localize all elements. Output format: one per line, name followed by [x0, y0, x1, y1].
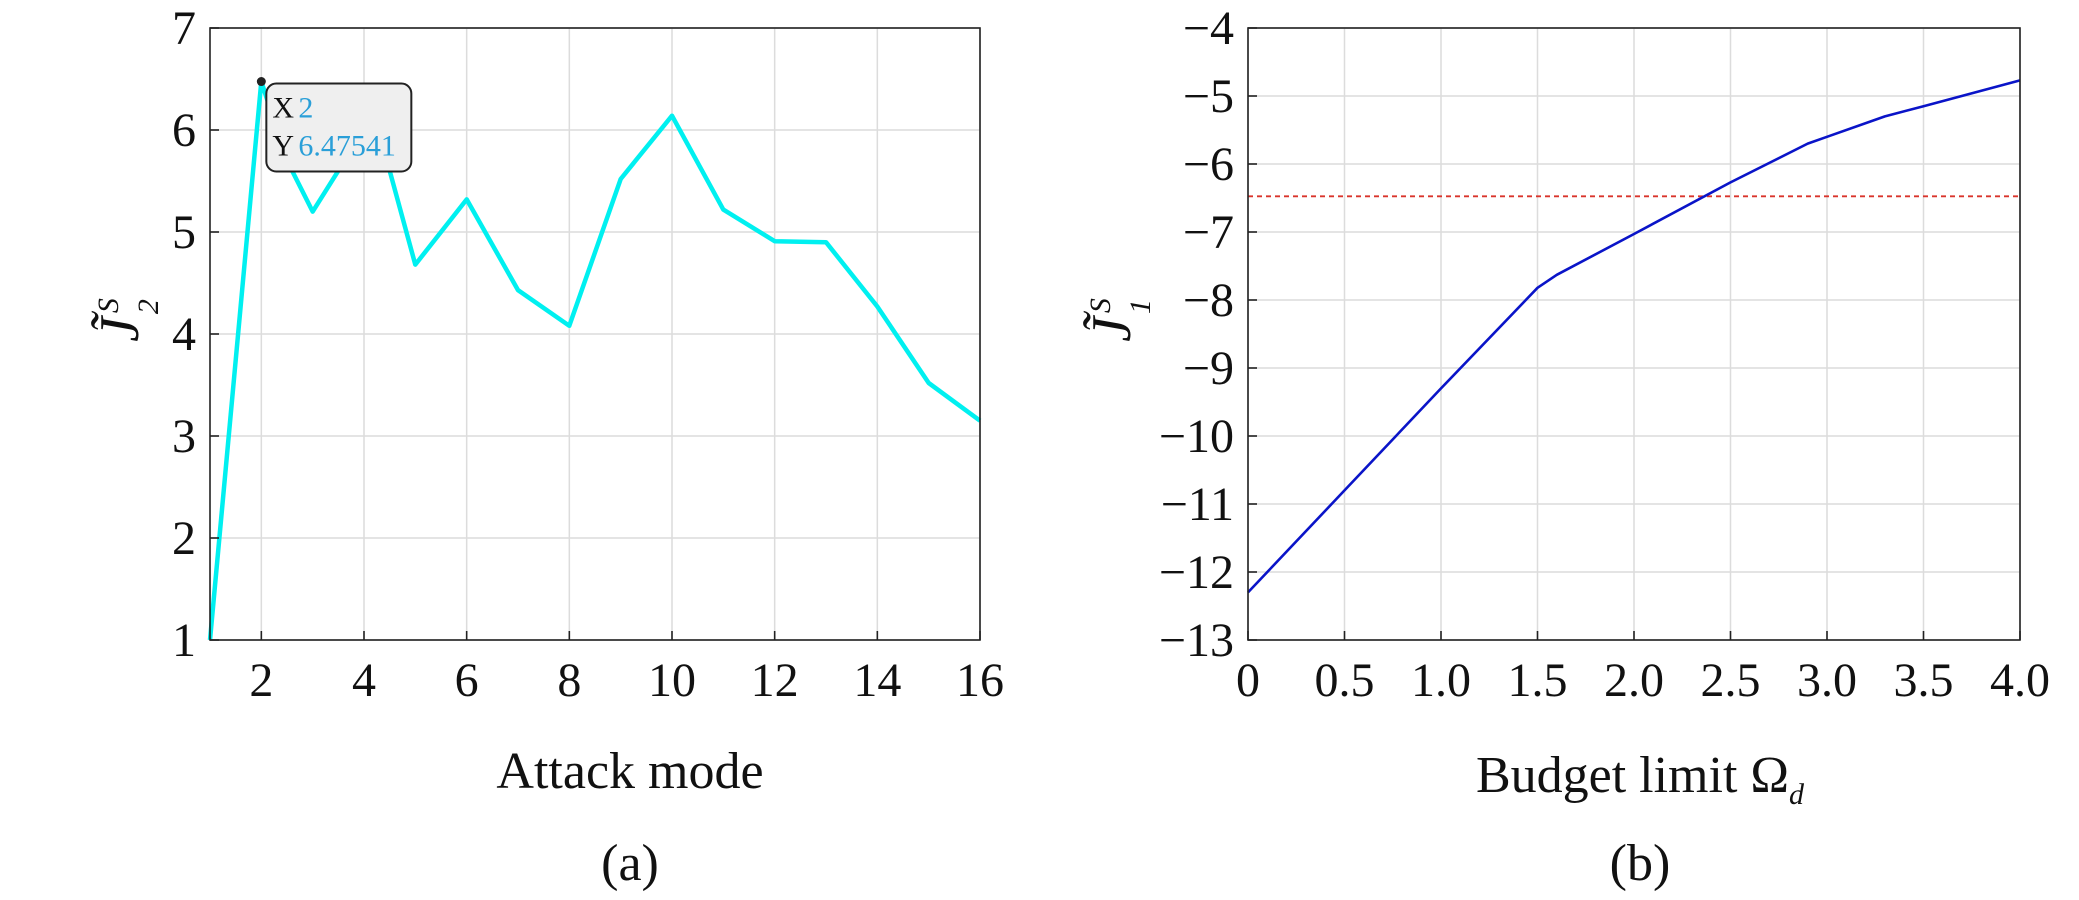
chart-a-xtick-label: 12 [751, 654, 799, 707]
chart-b-xtick-label: 4.0 [1990, 654, 2050, 707]
chart-b-ytick-label: −9 [1183, 342, 1234, 395]
chart-b-y-superscript: S [1084, 298, 1117, 313]
chart-a-xtick-label: 6 [455, 654, 479, 707]
chart-b-ytick-label: −8 [1183, 274, 1234, 327]
chart-a-series-line [207, 79, 982, 641]
chart-b-xtick-label: 2.5 [1701, 654, 1761, 707]
chart-b-xtick-label: 0.5 [1315, 654, 1375, 707]
datatip-y-label: Y [272, 130, 294, 163]
chart-b-ytick-label: −6 [1183, 138, 1234, 191]
chart-a-xtick-label: 4 [352, 654, 376, 707]
chart-b-xtick-label: 1.0 [1411, 654, 1471, 707]
datatip-marker [256, 77, 266, 87]
datatip-x-label: X [272, 92, 294, 125]
chart-b-ytick-label: −4 [1183, 2, 1234, 55]
chart-a-ytick-label: 3 [172, 410, 196, 463]
chart-b-y-subscript: 1 [1124, 299, 1157, 314]
chart-b-ytick-label: −5 [1183, 70, 1234, 123]
chart-b-ticks: 0 0.5 1.0 1.5 2.0 2.5 3.0 3.5 4.0 −13 −12 −11 −10 −9 −… [1159, 2, 2050, 707]
datatip-x-value: 2 [298, 92, 313, 125]
chart-b-ytick-label: −12 [1159, 546, 1234, 599]
chart-a-ytick-label: 5 [172, 206, 196, 259]
chart-a-ytick-label: 7 [172, 2, 196, 55]
chart-a-ytick-label: 6 [172, 104, 196, 157]
chart-b-x-label-text: Budget limit Ω [1476, 747, 1789, 804]
chart-b: 0 0.5 1.0 1.5 2.0 2.5 3.0 3.5 4.0 −13 −12 −11 −10 −9 −… [1081, 2, 2050, 892]
datatip-y-value: 6.47541 [298, 130, 396, 163]
chart-b-xtick-label: 2.0 [1604, 654, 1664, 707]
chart-b-caption: (b) [1610, 835, 1671, 892]
datatip-box [265, 82, 413, 173]
chart-a-xtick-label: 8 [557, 654, 581, 707]
chart-b-ytick-label: −10 [1159, 410, 1234, 463]
chart-a-ytick-label: 2 [172, 512, 196, 565]
chart-a-xtick-label: 16 [956, 654, 1004, 707]
chart-b-xtick-label: 3.0 [1797, 654, 1857, 707]
chart-a-y-axis-label: J̃S 2 [89, 298, 165, 342]
chart-b-ytick-label: −7 [1183, 206, 1234, 259]
chart-a-y-superscript: S [92, 298, 125, 313]
chart-b-ytick-label: −13 [1159, 614, 1234, 667]
chart-b-ytick-label: −11 [1161, 478, 1234, 531]
chart-b-x-label-subscript: d [1789, 778, 1805, 811]
chart-a-x-axis-label: Attack mode [496, 743, 763, 800]
chart-a-y-subscript: 2 [132, 299, 165, 314]
chart-b-xtick-label: 1.5 [1508, 654, 1568, 707]
chart-a-xtick-label: 14 [853, 654, 901, 707]
chart-b-xtick-label: 0 [1236, 654, 1260, 707]
chart-b-y-axis-label: J̃S 1 [1081, 298, 1157, 342]
chart-a-xtick-label: 2 [249, 654, 273, 707]
chart-a-caption: (a) [601, 835, 659, 892]
chart-b-xtick-label: 3.5 [1894, 654, 1954, 707]
chart-a-ytick-label: 1 [172, 614, 196, 667]
chart-a-ytick-label: 4 [172, 308, 196, 361]
chart-b-grid [1247, 27, 2021, 641]
chart-a-datatip[interactable]: X 2 Y 6.47541 [256, 77, 413, 173]
chart-a-xtick-label: 10 [648, 654, 696, 707]
chart-b-x-axis-label: Budget limit Ωd [1476, 747, 1805, 811]
chart-b-series-line [1247, 79, 2021, 594]
chart-a-grid [210, 27, 981, 641]
